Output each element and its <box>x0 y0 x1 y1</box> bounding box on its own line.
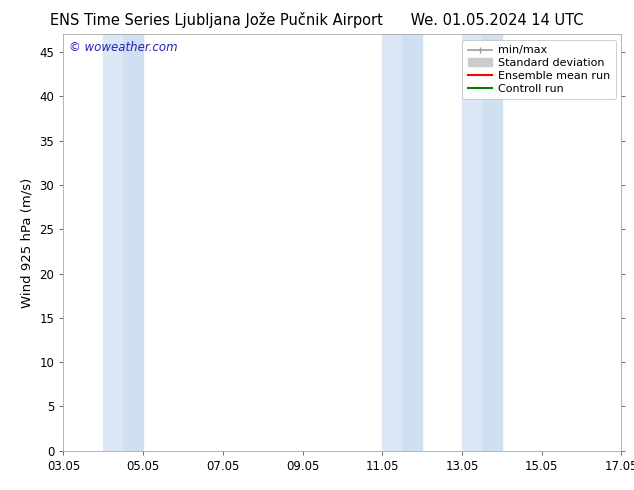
Legend: min/max, Standard deviation, Ensemble mean run, Controll run: min/max, Standard deviation, Ensemble me… <box>462 40 616 99</box>
Bar <box>402 34 422 451</box>
Bar <box>103 34 123 451</box>
Bar <box>123 34 143 451</box>
Text: ENS Time Series Ljubljana Jože Pučnik Airport      We. 01.05.2024 14 UTC: ENS Time Series Ljubljana Jože Pučnik Ai… <box>50 12 584 28</box>
Y-axis label: Wind 925 hPa (m/s): Wind 925 hPa (m/s) <box>21 177 34 308</box>
Bar <box>482 34 501 451</box>
Bar <box>462 34 482 451</box>
Text: © woweather.com: © woweather.com <box>69 41 178 53</box>
Bar <box>382 34 402 451</box>
